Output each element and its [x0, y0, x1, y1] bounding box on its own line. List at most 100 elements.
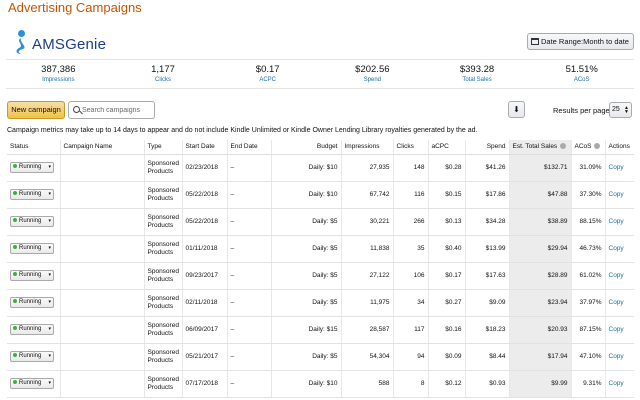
app-logo: AMSGenie	[10, 30, 130, 56]
col-acpc[interactable]: aCPC	[427, 140, 465, 155]
actions-cell: Copy	[604, 262, 634, 290]
status-cell: Running ▾	[7, 370, 60, 398]
copy-link[interactable]: Copy	[608, 191, 624, 198]
chevron-down-icon: ▾	[48, 164, 51, 170]
status-dropdown[interactable]: Running ▾	[10, 243, 54, 254]
sort-icon	[594, 143, 601, 150]
col-end-date[interactable]: End Date	[226, 140, 271, 155]
status-dropdown[interactable]: Running ▾	[10, 216, 54, 227]
col-campaign-name[interactable]: Campaign Name	[59, 140, 144, 155]
new-campaign-button[interactable]: New campaign	[7, 101, 65, 119]
status-dropdown[interactable]: Running ▾	[10, 189, 54, 200]
start-date-cell: 06/09/2017	[181, 316, 227, 344]
results-per-page-select[interactable]: 25 ▲ ▼	[609, 102, 632, 118]
start-date-cell: 02/23/2018	[181, 154, 227, 182]
col-impressions[interactable]: Impressions	[340, 140, 393, 155]
budget-cell: Daily: $5	[270, 235, 341, 263]
spend-cell: $18.23	[464, 316, 509, 344]
spend-cell: $34.28	[464, 208, 509, 236]
status-dropdown[interactable]: Running ▾	[10, 162, 54, 173]
chevron-down-icon: ▾	[48, 380, 51, 386]
date-range-label: Date Range:Month to date	[541, 37, 629, 46]
search-input[interactable]	[82, 103, 152, 117]
est-total-sales-cell: $132.71	[508, 154, 571, 182]
copy-link[interactable]: Copy	[608, 299, 624, 306]
end-date-cell: –	[226, 316, 271, 344]
spend-cell: $0.93	[464, 370, 509, 398]
acpc-cell: $0.17	[427, 262, 465, 290]
type-cell: Sponsored Products	[143, 262, 182, 290]
running-status-icon	[13, 164, 17, 168]
acpc-cell: $0.16	[427, 316, 465, 344]
type-cell: Sponsored Products	[143, 154, 182, 182]
col-budget[interactable]: Budget	[270, 140, 341, 155]
table-row: Running ▾ Sponsored Products 01/11/2018– Dai…	[7, 235, 634, 263]
acos-cell: 37.97%	[570, 289, 605, 317]
est-total-sales-cell: $9.99	[508, 370, 571, 398]
col-est-total-sales[interactable]: Est. Total Sales	[508, 140, 571, 155]
copy-link[interactable]: Copy	[608, 272, 624, 279]
logo-text: AMSGenie	[32, 36, 107, 53]
status-dropdown[interactable]: Running ▾	[10, 324, 54, 335]
copy-link[interactable]: Copy	[608, 245, 624, 252]
col-status[interactable]: Status	[7, 140, 60, 155]
chevron-down-icon: ▾	[48, 218, 51, 224]
status-dropdown[interactable]: Running ▾	[10, 270, 54, 281]
status-dropdown[interactable]: Running ▾	[10, 297, 54, 308]
table-header-row: Status Campaign Name Type Start Date End…	[7, 140, 634, 155]
running-status-icon	[13, 353, 17, 357]
type-cell: Sponsored Products	[143, 208, 182, 236]
col-spend[interactable]: Spend	[464, 140, 509, 155]
campaigns-table: Status Campaign Name Type Start Date End…	[7, 140, 634, 398]
impressions-cell: 30,221	[340, 208, 393, 236]
campaign-name-cell	[59, 370, 144, 398]
est-total-sales-cell: $28.89	[508, 262, 571, 290]
actions-cell: Copy	[604, 370, 634, 398]
status-dropdown[interactable]: Running ▾	[10, 378, 54, 389]
copy-link[interactable]: Copy	[608, 326, 624, 333]
col-start-date[interactable]: Start Date	[181, 140, 227, 155]
actions-cell: Copy	[604, 316, 634, 344]
acos-cell: 37.30%	[570, 181, 605, 209]
end-date-cell: –	[226, 262, 271, 290]
search-box[interactable]	[68, 101, 155, 119]
status-cell: Running ▾	[7, 289, 60, 317]
results-per-page-label: Results per page:	[553, 106, 612, 115]
end-date-cell: –	[226, 370, 271, 398]
impressions-cell: 54,304	[340, 343, 393, 371]
status-cell: Running ▾	[7, 235, 60, 263]
updown-caret-icon: ▲ ▼	[624, 105, 629, 115]
copy-link[interactable]: Copy	[608, 218, 624, 225]
status-cell: Running ▾	[7, 316, 60, 344]
table-row: Running ▾ Sponsored Products 05/22/2018– Dai…	[7, 208, 634, 236]
table-row: Running ▾ Sponsored Products 02/23/2018– Dai…	[7, 154, 634, 182]
download-button[interactable]: ⬇	[508, 101, 525, 118]
end-date-cell: –	[226, 181, 271, 209]
acos-cell: 47.10%	[570, 343, 605, 371]
est-total-sales-cell: $17.94	[508, 343, 571, 371]
end-date-cell: –	[226, 289, 271, 317]
actions-cell: Copy	[604, 235, 634, 263]
metric-impressions: 387,386 Impressions	[41, 64, 76, 84]
est-total-sales-cell: $47.88	[508, 181, 571, 209]
table-row: Running ▾ Sponsored Products 02/11/2018– Dai…	[7, 289, 634, 317]
acpc-cell: $0.27	[427, 289, 465, 317]
impressions-cell: 11,838	[340, 235, 393, 263]
col-clicks[interactable]: Clicks	[392, 140, 428, 155]
copy-link[interactable]: Copy	[608, 353, 624, 360]
impressions-cell: 588	[340, 370, 393, 398]
start-date-cell: 07/17/2018	[181, 370, 227, 398]
date-range-selector[interactable]: Date Range:Month to date	[527, 33, 634, 50]
col-acos[interactable]: ACoS	[570, 140, 605, 155]
status-dropdown[interactable]: Running ▾	[10, 351, 54, 362]
spend-cell: $13.99	[464, 235, 509, 263]
acos-cell: 87.15%	[570, 316, 605, 344]
chevron-down-icon: ▾	[48, 191, 51, 197]
copy-link[interactable]: Copy	[608, 380, 624, 387]
metrics-summary: 387,386 Impressions 1,177 Clicks $0.17 ACPC…	[6, 59, 634, 89]
actions-cell: Copy	[604, 154, 634, 182]
start-date-cell: 01/11/2018	[181, 235, 227, 263]
copy-link[interactable]: Copy	[608, 164, 624, 171]
col-type[interactable]: Type	[143, 140, 182, 155]
budget-cell: Daily: $5	[270, 208, 341, 236]
